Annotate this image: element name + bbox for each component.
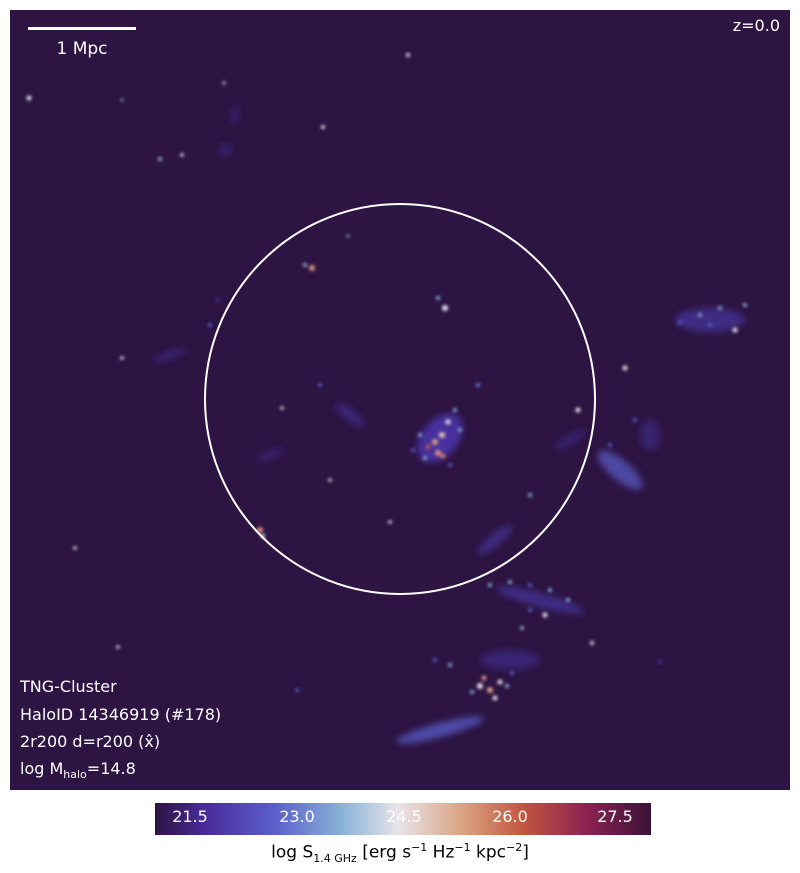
scale-bar-label: 1 Mpc xyxy=(56,39,108,59)
projection-label: 2r200 d=r200 (x̂) xyxy=(20,732,161,751)
colorbar-label: log S1.4 GHz [erg s−1 Hz−1 kpc−2] xyxy=(271,841,529,866)
colorbar-tick-2: 23.0 xyxy=(279,807,315,826)
colorbar: 21.5 23.0 24.5 26.0 27.5 xyxy=(155,803,651,835)
diffuse-emission xyxy=(153,105,745,744)
emission-map-svg xyxy=(26,53,747,744)
r200-circle xyxy=(204,203,596,595)
colorbar-tick-1: 21.5 xyxy=(172,807,208,826)
simulation-label: TNG-Cluster xyxy=(20,677,117,696)
colorbar-tick-5: 27.5 xyxy=(597,807,633,826)
colorbar-tick-3: 24.5 xyxy=(386,807,422,826)
halo-id-label: HaloID 14346919 (#178) xyxy=(20,705,222,724)
colorbar-tick-4: 26.0 xyxy=(492,807,528,826)
compact-sources xyxy=(26,53,747,701)
redshift-label: z=0.0 xyxy=(732,16,780,35)
halo-mass-label: log Mhalo=14.8 xyxy=(20,759,136,782)
radio-emission-map: 1 Mpc z=0.0 TNG-Cluster HaloID 14346919 … xyxy=(10,10,790,790)
scale-bar xyxy=(28,27,136,30)
